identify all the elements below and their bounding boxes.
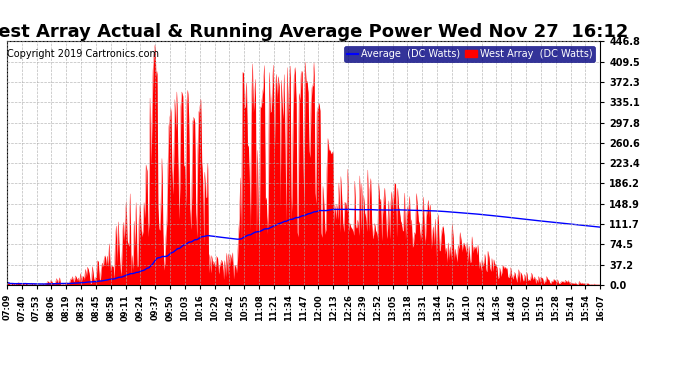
Title: West Array Actual & Running Average Power Wed Nov 27  16:12: West Array Actual & Running Average Powe…	[0, 23, 629, 41]
Text: Copyright 2019 Cartronics.com: Copyright 2019 Cartronics.com	[8, 49, 159, 58]
Legend: Average  (DC Watts), West Array  (DC Watts): Average (DC Watts), West Array (DC Watts…	[344, 46, 595, 62]
